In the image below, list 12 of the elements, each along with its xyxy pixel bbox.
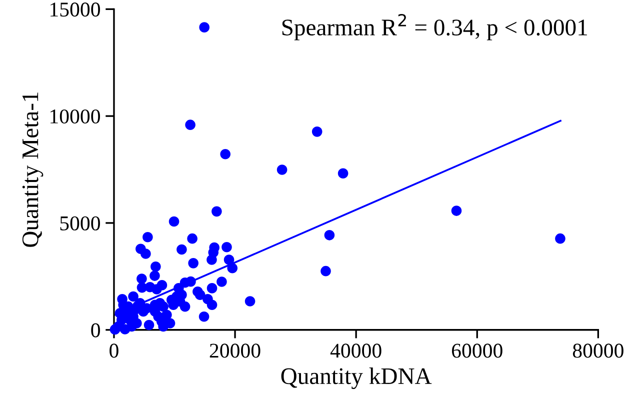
x-tick-label: 80000 xyxy=(572,344,624,358)
x-tick-label: 40000 xyxy=(330,344,382,358)
x-tick-label: 20000 xyxy=(210,344,260,358)
x-tick-label: 60000 xyxy=(452,344,502,358)
y-tick-label: 5000 xyxy=(60,216,100,230)
y-tick-label: 15000 xyxy=(50,2,100,17)
annotation: Spearman R$^{2}$ = 0.34, p < 0.0001 xyxy=(282,14,587,40)
y-tick-label: 0 xyxy=(91,323,100,338)
x-tick-label: 0 xyxy=(110,344,118,358)
y-axis-title: Quantity Meta-1 xyxy=(22,92,44,247)
y-tick-label: 10000 xyxy=(50,109,100,124)
x-axis-title: Quantity kDNA xyxy=(281,368,432,390)
